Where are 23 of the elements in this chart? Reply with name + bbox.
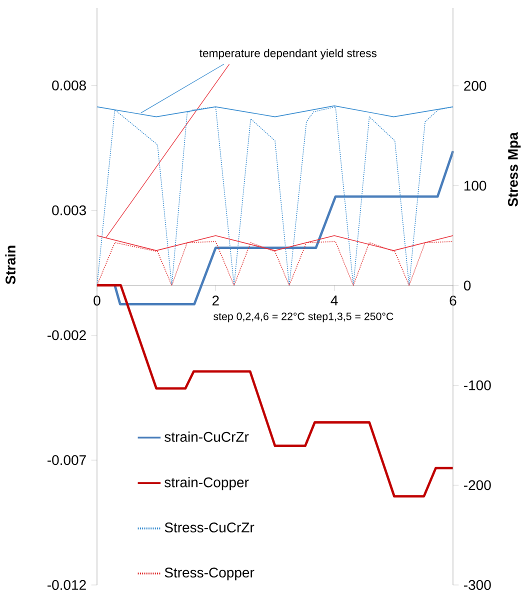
legend-label: Stress-Copper [164,568,254,580]
legend-label: strain-Copper [164,477,249,490]
legend-label: strain-CuCrZr [164,432,249,442]
y2-tick-label: 200 [464,80,486,91]
y2-tick-label: 0 [464,280,471,290]
y2-tick-label: -100 [464,380,491,390]
legend-label: Stress-CuCrZr [164,522,254,532]
y2-tick-label: -300 [464,580,491,590]
y-axis-title: Strain [5,246,16,284]
y-tick-label: -0.012 [48,580,86,590]
y2-axis-title: Stress Mpa [508,132,521,207]
x-axis-title: step 0,2,4,6 = 22°C step1,3,5 = 250°C [214,312,394,322]
y-tick-label: 0.008 [52,80,86,90]
y-tick-label: -0.007 [48,455,86,466]
y-tick-label: 0.003 [52,205,86,216]
y2-tick-label: -200 [464,480,491,490]
x-tick-label: 2 [212,296,219,306]
x-tick-label: 6 [450,296,456,306]
annotation: temperature dependant yield stress [200,48,377,60]
y2-tick-label: 100 [464,180,486,191]
x-tick-label: 0 [94,296,100,306]
x-tick-label: 4 [330,296,338,306]
y-tick-label: -0.002 [48,330,86,340]
